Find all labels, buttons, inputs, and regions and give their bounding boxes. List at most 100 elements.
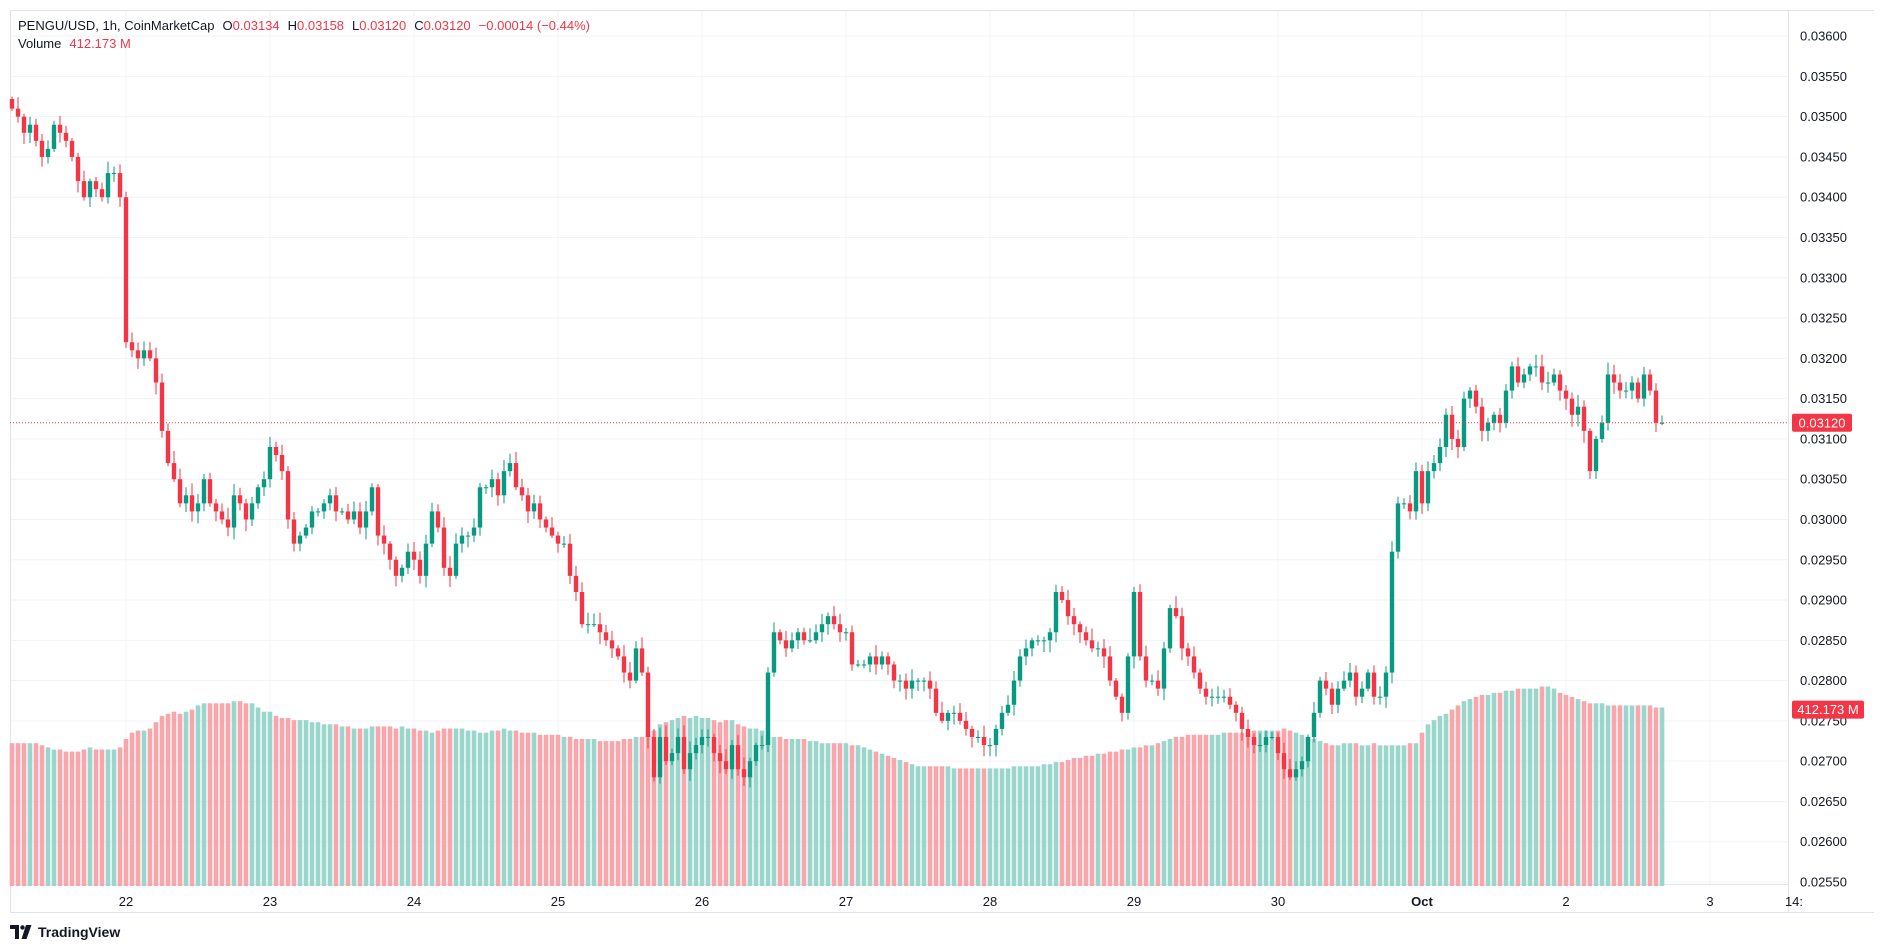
volume-bar: [1095, 753, 1101, 886]
candle-body: [507, 463, 513, 472]
time-axis[interactable]: 22 23 24 25 26 27 28 29 30 Oct 2 3 14:: [119, 894, 1803, 909]
volume-bar: [1197, 734, 1203, 886]
volume-bar: [1011, 766, 1017, 886]
candle-body: [291, 519, 297, 544]
volume-bar: [759, 730, 765, 886]
volume-bars: [9, 686, 1665, 886]
volume-bar: [729, 720, 735, 886]
volume-bar: [885, 755, 891, 886]
candle-body: [153, 358, 159, 383]
candle-body: [351, 511, 357, 520]
candle-body: [657, 736, 663, 778]
candle-body: [819, 624, 825, 633]
volume-bar: [393, 728, 399, 886]
volume-bar: [1593, 703, 1599, 886]
price-tick-label: 0.03500: [1800, 109, 1847, 124]
volume-bar: [519, 732, 525, 886]
candle-body: [1371, 672, 1377, 697]
candle-body: [789, 640, 795, 649]
volume-bar: [1191, 734, 1197, 886]
candle-body: [1125, 656, 1131, 713]
volume-bar: [1635, 705, 1641, 886]
volume-bar: [9, 743, 15, 886]
candle-body: [1545, 382, 1551, 384]
volume-bar: [1317, 741, 1323, 886]
volume-bar: [1287, 730, 1293, 886]
candle-body: [381, 535, 387, 544]
volume-bar: [549, 734, 555, 886]
volume-bar: [1377, 745, 1383, 886]
candle-body: [51, 124, 57, 149]
volume-bar: [573, 739, 579, 886]
candle-body: [963, 720, 969, 729]
candle-body: [285, 471, 291, 520]
candle-body: [15, 108, 21, 117]
volume-bar: [483, 732, 489, 886]
tradingview-logo[interactable]: TradingView: [10, 924, 120, 940]
price-tick-label: 0.03350: [1800, 230, 1847, 245]
change-value: −0.00014 (−0.44%): [478, 18, 590, 33]
volume-bar: [1245, 732, 1251, 886]
volume-bar: [1629, 705, 1635, 886]
candle-body: [1011, 680, 1017, 705]
candle-body: [1221, 696, 1227, 698]
volume-label[interactable]: Volume: [18, 36, 62, 51]
volume-bar: [1029, 766, 1035, 886]
volume-bar: [1455, 705, 1461, 886]
volume-bar: [879, 753, 885, 886]
symbol-title[interactable]: PENGU/USD, 1h, CoinMarketCap: [18, 18, 215, 33]
candle-body: [363, 511, 369, 528]
price-axis[interactable]: 0.03600 0.03550 0.03500 0.03450 0.03400 0.033…: [1800, 29, 1847, 890]
candle-body: [1425, 471, 1431, 504]
volume-bar: [1053, 762, 1059, 886]
candle-body: [609, 640, 615, 649]
volume-bar: [1041, 764, 1047, 886]
candle-body: [117, 173, 123, 198]
candle-body: [159, 382, 165, 431]
candle-body: [177, 479, 183, 504]
volume-bar: [1185, 734, 1191, 886]
candle-body: [579, 591, 585, 625]
volume-bar: [615, 741, 621, 886]
volume-bar: [123, 739, 129, 886]
price-tick-label: 0.03400: [1800, 190, 1847, 205]
volume-bar: [1551, 688, 1557, 886]
candle-body: [765, 672, 771, 746]
candle-body: [33, 124, 39, 141]
volume-bar: [1449, 709, 1455, 886]
volume-bar: [819, 743, 825, 886]
candle-body: [1419, 471, 1425, 504]
candle-body: [849, 632, 855, 665]
candle-body: [1599, 422, 1605, 439]
volume-bar: [843, 743, 849, 886]
time-tick-label: 2: [1562, 894, 1569, 909]
candle-body: [783, 640, 789, 649]
candle-body: [45, 148, 51, 157]
candle-body: [1473, 390, 1479, 407]
candle-body: [231, 495, 237, 528]
volume-bar: [51, 749, 57, 886]
candle-body: [669, 753, 675, 762]
candle-body: [1275, 736, 1281, 754]
candle-body: [681, 736, 687, 770]
volume-bar: [987, 768, 993, 886]
volume-bar: [723, 720, 729, 886]
volume-bar: [1125, 749, 1131, 886]
candle-body: [1335, 688, 1341, 705]
volume-bar: [699, 718, 705, 886]
volume-bar: [441, 728, 447, 886]
volume-bar: [345, 726, 351, 886]
candle-body: [321, 503, 327, 512]
candle-body: [921, 680, 927, 682]
volume-bar: [1293, 732, 1299, 886]
volume-bar: [267, 711, 273, 886]
last-price-tag: 0.03120: [1792, 413, 1852, 432]
candle-body: [1461, 398, 1467, 447]
volume-bar: [765, 734, 771, 886]
volume-bar: [861, 747, 867, 886]
volume-bar: [423, 730, 429, 886]
candle-body: [585, 624, 591, 626]
candle-body: [1095, 648, 1101, 650]
